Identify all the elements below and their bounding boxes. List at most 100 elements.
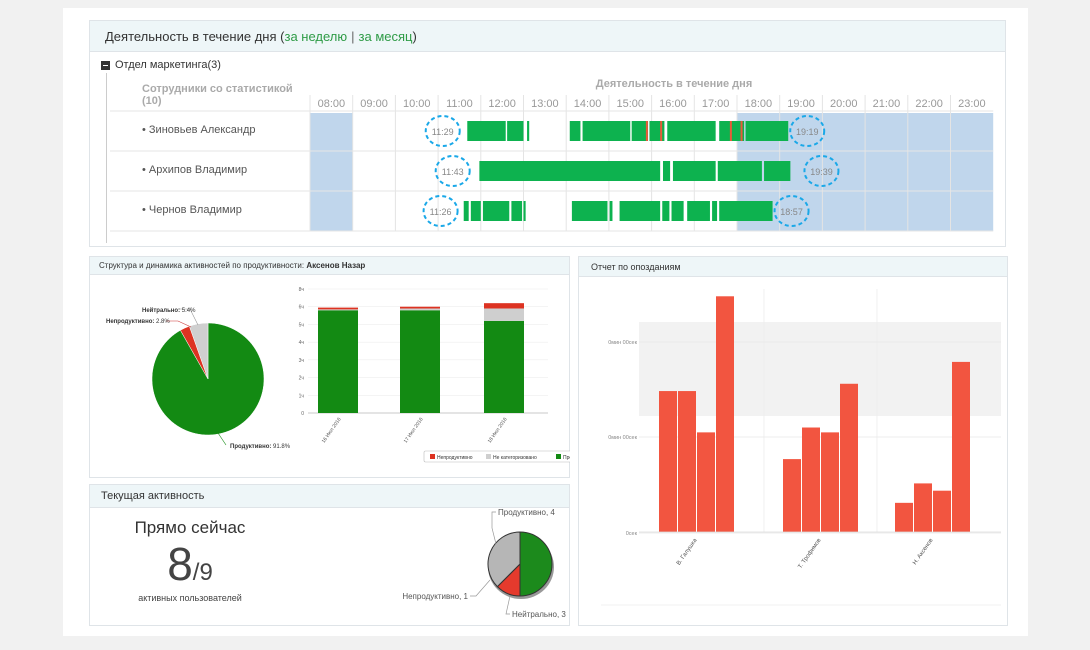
- legend-box: [423, 450, 570, 463]
- productivity-person: Аксенов Назар: [306, 261, 366, 270]
- active-count: 8/9: [110, 537, 270, 591]
- hour-label: 20:00: [830, 98, 858, 110]
- productive-label: Продуктивно, 4: [498, 508, 555, 517]
- unproductive-label: Непродуктивно, 1: [402, 592, 468, 601]
- timeline-chart: 08:00 09:00 10:00 11:00 12:00 13:00 14:00 15:00…: [110, 95, 994, 232]
- activity-segment: [745, 121, 789, 141]
- shaded-band: [639, 322, 1001, 416]
- active-count-total: /9: [192, 559, 213, 586]
- active-users-caption: активных пользователей: [138, 593, 242, 603]
- hour-label: 08:00: [318, 98, 346, 110]
- lateness-bar: [952, 361, 970, 532]
- hour-label: 14:00: [574, 98, 602, 110]
- end-time-label: 19:39: [810, 167, 833, 177]
- activity-segment: [662, 201, 670, 221]
- productive-label: Продуктивно: 91.8%: [230, 444, 290, 450]
- start-time-label: 11:43: [442, 167, 464, 177]
- x-tick-label: Т. Трофимов: [797, 538, 822, 570]
- lateness-bar: [933, 490, 951, 532]
- employee-name[interactable]: • Архипов Владимир: [142, 164, 248, 176]
- legend-swatch: [556, 454, 561, 459]
- x-tick-label: 16 Июл 2016: [321, 417, 343, 445]
- bar-segment: [400, 310, 440, 413]
- x-tick-label: 17 Июл 2016: [403, 417, 425, 445]
- legend-label: Не категоризовано: [493, 455, 537, 461]
- collapse-icon[interactable]: [101, 60, 110, 70]
- activity-segment: [717, 161, 762, 181]
- activity-segment: [671, 201, 684, 221]
- activity-segment: [619, 201, 661, 221]
- lateness-bar: [678, 391, 696, 532]
- lateness-bar: [821, 432, 839, 532]
- hour-label: 10:00: [403, 98, 431, 110]
- department-row[interactable]: Отдел маркетинга(3): [101, 59, 221, 71]
- legend-swatch: [430, 454, 435, 459]
- legend-label: Продуктивно: [563, 455, 570, 461]
- activity-segment: [467, 121, 506, 141]
- y-tick-label: 1ч: [299, 393, 305, 399]
- hour-label: 21:00: [873, 98, 901, 110]
- neutral-label: Нейтрально: 5.4%: [142, 307, 196, 314]
- off-hours-morning: [310, 113, 353, 231]
- start-time-marker: [434, 155, 471, 187]
- productivity-panel: Структура и динамика активностей по прод…: [89, 256, 570, 478]
- unproductive-leader: [166, 320, 192, 328]
- productive-slice: [519, 531, 553, 597]
- end-time-label: 18:57: [780, 207, 803, 217]
- activity-segment: [527, 121, 530, 141]
- employee-name[interactable]: • Зиновьев Александр: [142, 124, 256, 136]
- neutral-leader: [178, 308, 199, 326]
- hour-label: 15:00: [616, 98, 644, 110]
- hour-label: 11:00: [446, 98, 473, 110]
- y-tick-label: 0сек: [626, 531, 638, 537]
- bar-segment: [400, 306, 440, 309]
- neutral-slice: [487, 531, 521, 588]
- activity-header: Деятельность в течение дня (за неделю | за…: [90, 21, 1005, 52]
- activity-segment: [511, 201, 523, 221]
- timeline-chart-header: Деятельность в течение дня: [595, 78, 753, 90]
- activity-segment: [764, 161, 791, 181]
- employee-name[interactable]: • Чернов Владимир: [142, 204, 242, 216]
- hour-label: 23:00: [958, 98, 986, 110]
- lateness-bar: [895, 502, 913, 532]
- current-activity-pie-chart: Продуктивно, 4 Непродуктивно, 1 Нейтрально…: [402, 508, 566, 619]
- activity-title: Деятельность в течение дня: [105, 29, 277, 44]
- month-link[interactable]: за месяц: [358, 29, 413, 44]
- bar-segment: [318, 310, 358, 413]
- activity-segment: [719, 201, 773, 221]
- neutral-leader: [505, 595, 511, 615]
- activity-segment: [712, 201, 718, 221]
- start-time-label: 11:29: [432, 127, 454, 137]
- unproductive-leader: [470, 579, 491, 597]
- current-activity-header: Текущая активность: [90, 485, 569, 508]
- activity-segment: [609, 201, 613, 221]
- hour-label: 22:00: [915, 98, 943, 110]
- end-time-marker: [803, 155, 840, 187]
- productivity-title: Структура и динамика активностей по прод…: [99, 261, 307, 270]
- hour-label: 09:00: [360, 98, 388, 110]
- bar-segment: [318, 309, 358, 311]
- activity-segment: [479, 161, 661, 181]
- y-tick-label: 0мин 00сек: [608, 340, 637, 346]
- start-time-marker: [424, 115, 461, 147]
- y-tick-label: 0: [301, 411, 304, 417]
- hour-label: 17:00: [702, 98, 730, 110]
- activity-segment: [569, 121, 581, 141]
- lateness-panel: Отчет по опозданиям 0мин 00сек 0мин 00сек…: [578, 256, 1008, 626]
- bar-segment: [400, 308, 440, 311]
- legend-swatch: [486, 454, 491, 459]
- y-tick-label: 4ч: [299, 340, 305, 346]
- current-activity-title: Текущая активность: [101, 490, 205, 502]
- lateness-bar-chart: 0мин 00сек 0мин 00сек 0сек В. Галушка Т. Тро…: [601, 289, 1001, 606]
- lateness-header: Отчет по опозданиям: [579, 257, 1007, 277]
- activity-panel: Деятельность в течение дня (за неделю | за…: [89, 20, 1006, 247]
- end-time-marker: [789, 115, 826, 147]
- productive-leader: [217, 432, 227, 446]
- start-time-label: 11:26: [430, 207, 452, 217]
- activity-segment: [582, 121, 631, 141]
- x-tick-label: В. Галушка: [676, 537, 699, 566]
- bar-segment: [484, 308, 524, 321]
- week-link[interactable]: за неделю: [284, 29, 348, 44]
- lateness-bar: [914, 483, 932, 532]
- legend-label: Непродуктивно: [437, 455, 473, 461]
